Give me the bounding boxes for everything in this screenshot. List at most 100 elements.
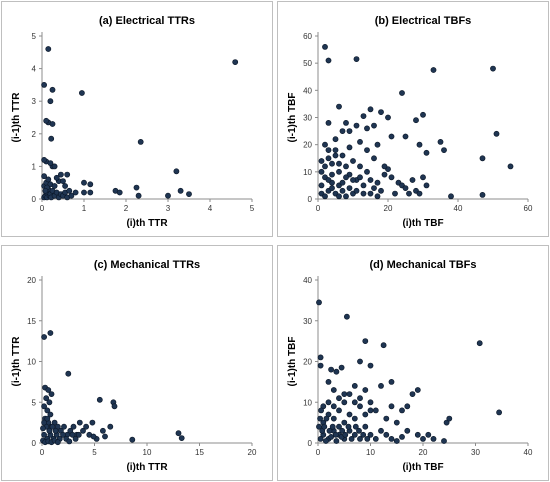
data-point bbox=[364, 168, 370, 175]
data-point bbox=[51, 163, 58, 170]
data-point bbox=[325, 399, 332, 406]
y-tick-label: 15 bbox=[27, 317, 36, 326]
data-point bbox=[339, 128, 346, 135]
data-point bbox=[367, 106, 374, 113]
data-point bbox=[383, 415, 390, 422]
data-point bbox=[357, 163, 363, 170]
data-point bbox=[339, 179, 346, 186]
data-point bbox=[51, 183, 58, 189]
data-point bbox=[322, 163, 328, 170]
data-point bbox=[336, 168, 342, 175]
data-point bbox=[87, 181, 94, 188]
y-tick-label: 2 bbox=[32, 130, 37, 139]
data-point bbox=[47, 160, 54, 166]
data-point bbox=[388, 403, 395, 410]
data-point bbox=[44, 415, 51, 422]
data-point bbox=[388, 435, 395, 442]
y-tick-label: 10 bbox=[303, 398, 312, 407]
data-point bbox=[353, 56, 360, 62]
data-point bbox=[356, 427, 362, 434]
data-point bbox=[111, 403, 118, 410]
x-tick-label: 0 bbox=[316, 204, 321, 213]
data-point bbox=[70, 423, 77, 430]
data-point bbox=[343, 120, 349, 126]
x-tick-label: 20 bbox=[384, 204, 393, 213]
data-point bbox=[328, 366, 334, 373]
data-point bbox=[177, 187, 184, 194]
data-point bbox=[329, 171, 335, 178]
x-tick-label: 40 bbox=[454, 204, 463, 213]
data-point bbox=[325, 155, 332, 162]
chart-b: (b) Electrical TBFs 0 20 40 60 0 10 20 30 40 50 60 (… bbox=[287, 15, 533, 229]
data-point bbox=[383, 431, 390, 438]
data-point bbox=[46, 399, 53, 406]
data-point bbox=[83, 423, 89, 430]
chart-title: (a) Electrical TTRs bbox=[99, 15, 195, 27]
data-point bbox=[404, 427, 411, 434]
data-point bbox=[323, 415, 330, 422]
x-tick-label: 10 bbox=[143, 448, 152, 457]
data-point bbox=[350, 158, 356, 164]
data-point bbox=[317, 362, 324, 369]
data-point bbox=[45, 46, 52, 52]
data-point bbox=[367, 431, 374, 438]
data-point bbox=[65, 370, 72, 377]
chart-panel-c: (c) Mechanical TTRs 0 5 10 15 20 0 5 10 15 20 (i)th… bbox=[1, 245, 273, 481]
data-point bbox=[380, 342, 387, 349]
data-point bbox=[317, 415, 323, 422]
data-point bbox=[341, 399, 348, 406]
data-point bbox=[493, 130, 500, 137]
y-tick-label: 20 bbox=[303, 358, 312, 367]
chart-d: (d) Mechanical TBFs 0 10 20 30 40 0 10 20 30 40 (i)… bbox=[287, 259, 533, 473]
data-point bbox=[48, 391, 55, 397]
data-point bbox=[322, 141, 328, 148]
data-point bbox=[371, 122, 377, 129]
data-point bbox=[100, 427, 106, 434]
y-tick-label: 60 bbox=[303, 32, 312, 41]
y-axis-label: (i-1)th TBF bbox=[287, 337, 298, 387]
data-point bbox=[413, 117, 419, 124]
data-point bbox=[325, 147, 332, 153]
data-point bbox=[346, 391, 353, 397]
data-point bbox=[332, 147, 339, 153]
y-tick-label: 0 bbox=[32, 195, 37, 204]
data-point bbox=[346, 185, 353, 191]
data-point bbox=[342, 431, 349, 438]
data-point bbox=[330, 415, 337, 422]
y-tick-label: 4 bbox=[32, 65, 37, 74]
data-point bbox=[43, 395, 50, 402]
data-point bbox=[96, 396, 103, 403]
data-point bbox=[414, 431, 421, 438]
data-point bbox=[399, 407, 405, 414]
data-point bbox=[399, 90, 405, 96]
x-tick-label: 30 bbox=[471, 448, 480, 457]
data-point bbox=[339, 152, 346, 159]
data-point bbox=[53, 174, 60, 181]
data-point bbox=[360, 431, 367, 438]
data-point bbox=[404, 403, 411, 410]
data-point bbox=[446, 415, 453, 422]
data-point bbox=[43, 117, 50, 124]
data-point bbox=[414, 387, 421, 393]
data-point bbox=[60, 431, 66, 438]
data-point bbox=[362, 411, 369, 418]
data-point bbox=[47, 98, 54, 105]
data-point bbox=[388, 133, 395, 140]
data-point bbox=[360, 190, 367, 197]
data-point bbox=[72, 435, 79, 442]
data-point bbox=[367, 362, 374, 369]
data-point bbox=[336, 160, 342, 167]
data-point bbox=[44, 407, 51, 414]
data-point bbox=[41, 403, 47, 410]
data-point bbox=[441, 147, 447, 153]
y-tick-label: 0 bbox=[308, 439, 313, 448]
data-point bbox=[61, 423, 67, 430]
data-point bbox=[135, 192, 142, 199]
chart-panel-b: (b) Electrical TBFs 0 20 40 60 0 10 20 30 40 50 60 (… bbox=[277, 1, 549, 237]
data-point bbox=[41, 156, 47, 163]
data-point bbox=[378, 382, 384, 389]
x-axis-label: (i)th TBF bbox=[402, 462, 443, 473]
data-point bbox=[378, 109, 384, 115]
data-point bbox=[41, 334, 47, 340]
data-point bbox=[338, 364, 345, 371]
